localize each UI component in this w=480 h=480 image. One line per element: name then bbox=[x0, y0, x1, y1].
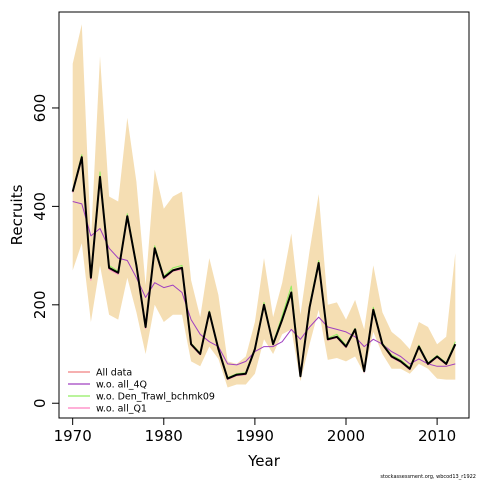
main-estimate-line bbox=[71, 156, 457, 380]
x-axis-title: Year bbox=[247, 452, 281, 470]
y-tick-label: 600 bbox=[31, 94, 49, 123]
y-axis: 0 200 400 600 bbox=[31, 94, 60, 408]
legend-entry: w.o. all_4Q bbox=[96, 380, 147, 391]
series-layer bbox=[71, 154, 457, 381]
legend-entry: w.o. Den_Trawl_bchmk09 bbox=[96, 392, 215, 403]
confidence-band bbox=[72, 24, 456, 388]
legend-entry: All data bbox=[96, 368, 132, 379]
credit-text: stockassessment.org, wbcod13_r1922 bbox=[380, 474, 476, 480]
x-axis: 1970 1980 1990 2000 2010 bbox=[54, 417, 456, 445]
legend-entry: w.o. all_Q1 bbox=[96, 404, 147, 415]
series-line-2 bbox=[72, 201, 456, 367]
x-tick-label: 2010 bbox=[418, 427, 456, 445]
y-tick-label: 0 bbox=[31, 398, 49, 408]
x-tick-label: 2000 bbox=[327, 427, 365, 445]
x-tick-label: 1990 bbox=[236, 427, 274, 445]
confidence-band-layer bbox=[72, 24, 456, 388]
y-tick-label: 200 bbox=[31, 290, 49, 319]
x-tick-label: 1970 bbox=[54, 427, 92, 445]
y-axis-title: Recruits bbox=[8, 184, 26, 245]
x-tick-label: 1980 bbox=[145, 427, 183, 445]
y-tick-label: 400 bbox=[31, 192, 49, 221]
